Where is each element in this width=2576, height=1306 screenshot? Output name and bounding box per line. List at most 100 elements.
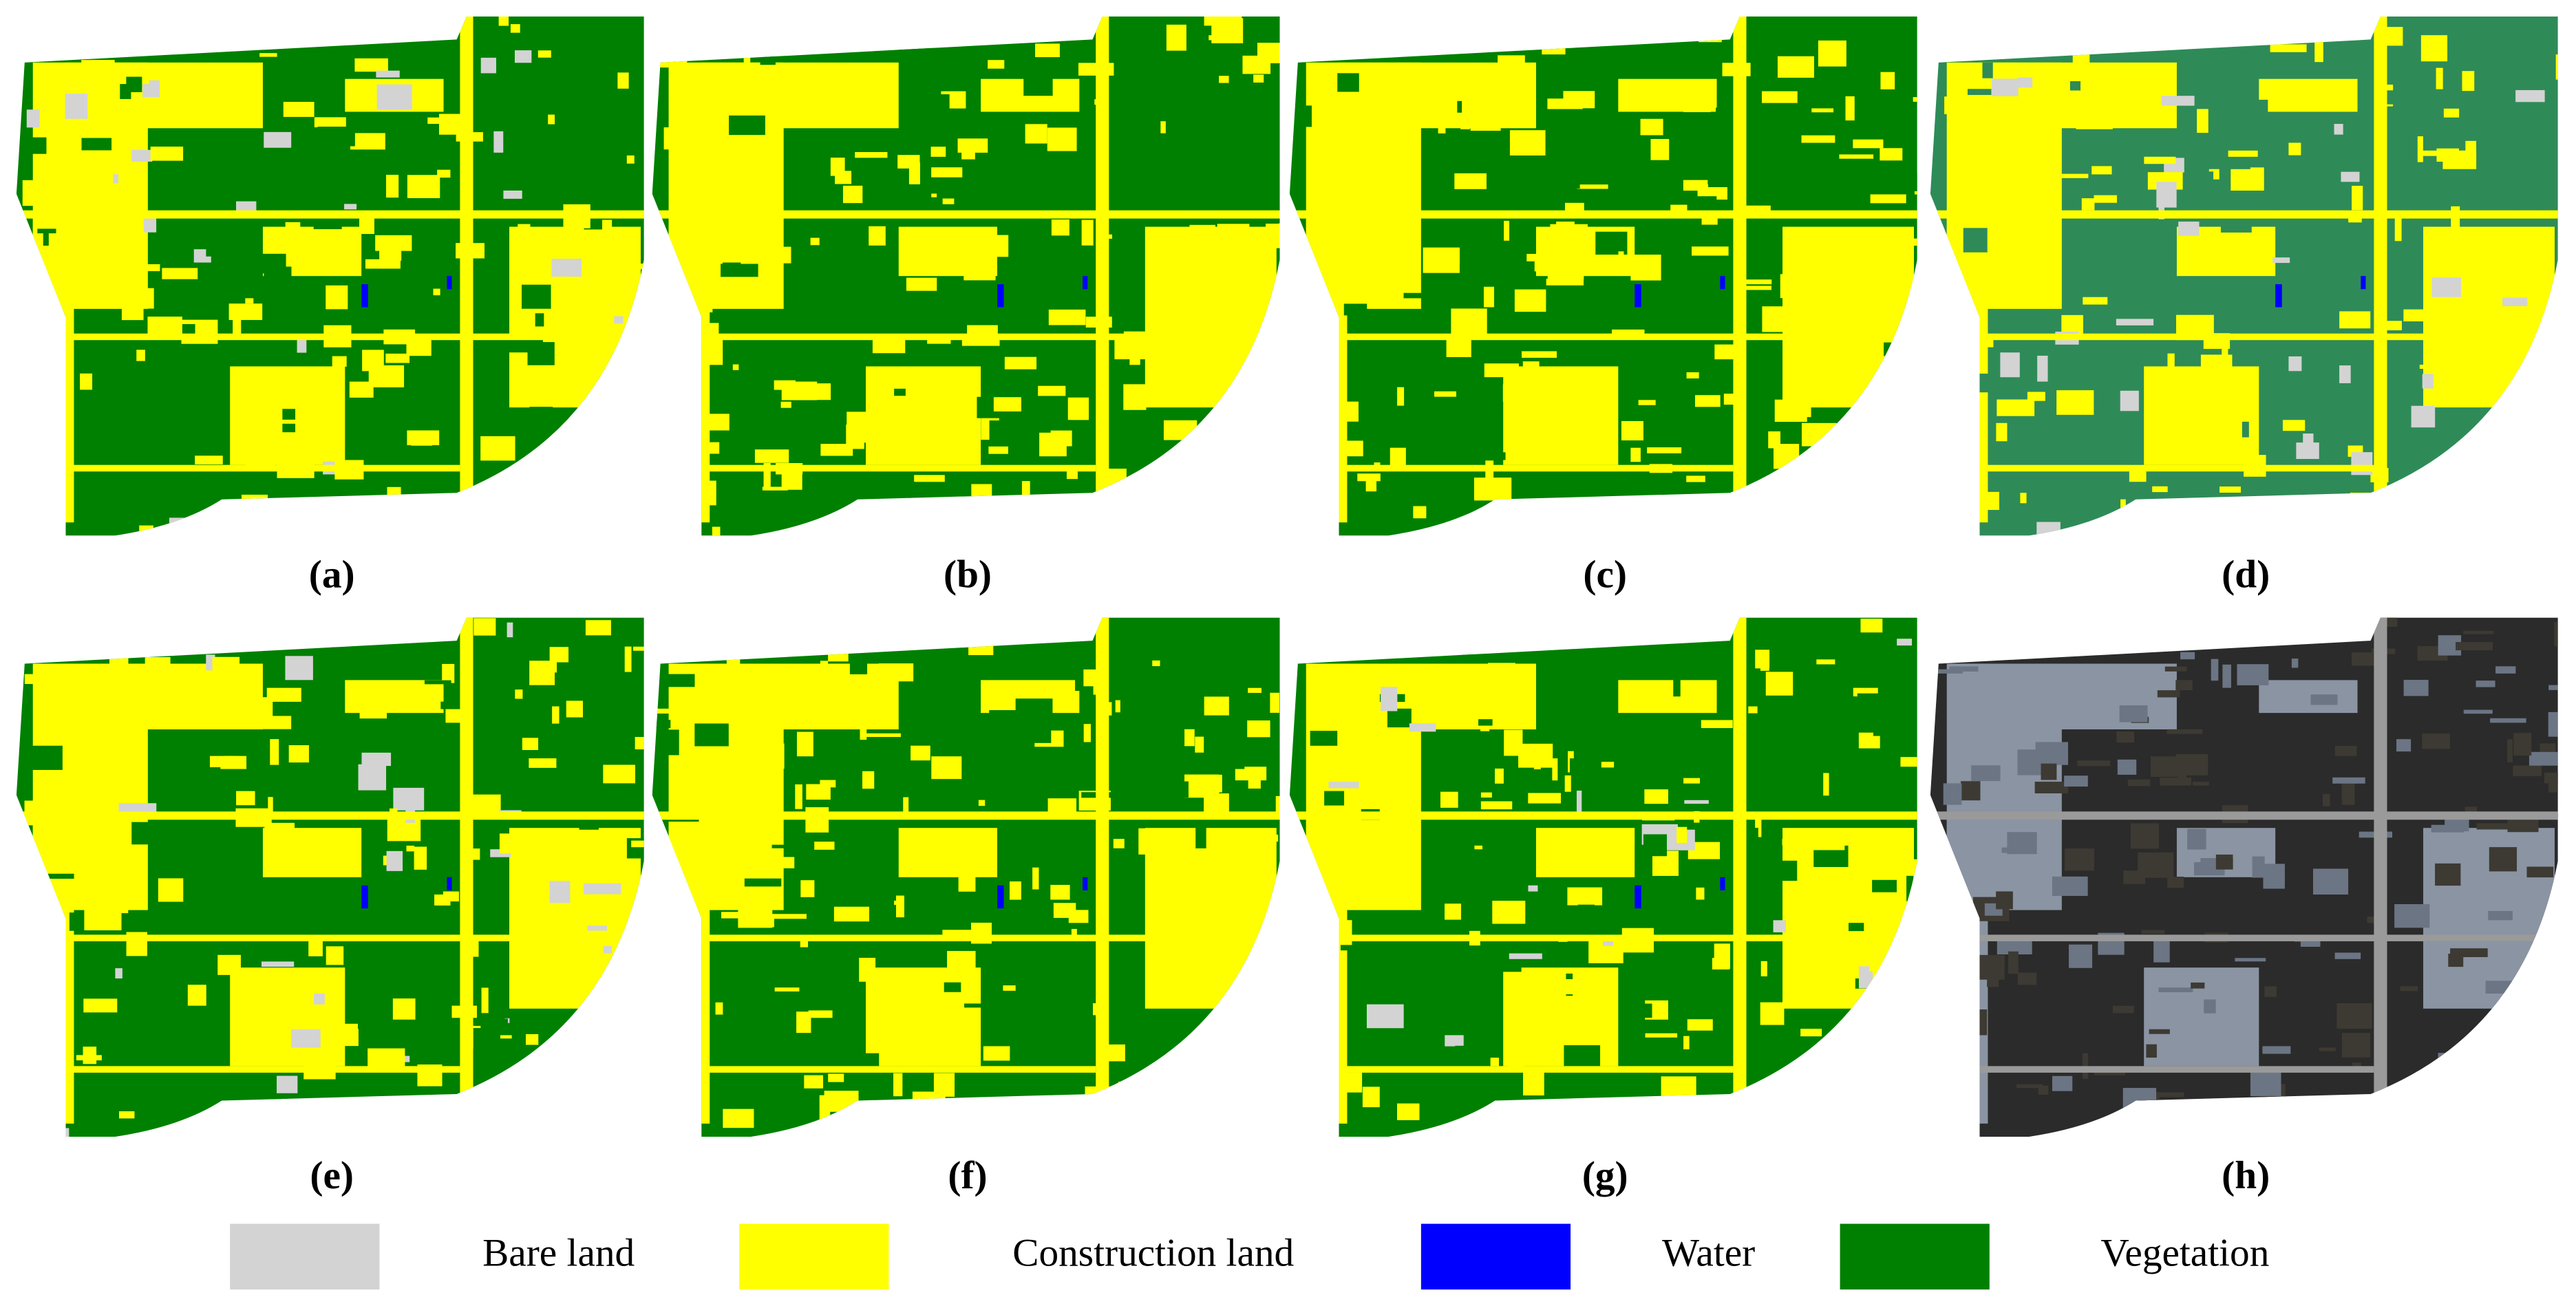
map-patch xyxy=(1301,105,1312,127)
map-patch xyxy=(427,154,465,166)
map-patch xyxy=(1594,762,1615,768)
map-patch xyxy=(1153,103,1169,108)
map-patch xyxy=(842,185,863,204)
map-patch xyxy=(361,752,392,767)
map-patch xyxy=(2502,297,2528,306)
map-patch xyxy=(2323,793,2330,806)
map-patch xyxy=(1686,475,1705,482)
map-patch xyxy=(2094,195,2117,203)
map-patch xyxy=(259,53,277,57)
map-patch xyxy=(1224,753,1245,769)
map-patch xyxy=(1578,1016,1594,1028)
map-patch xyxy=(1067,397,1089,420)
map-patch xyxy=(1618,251,1624,271)
map-patch xyxy=(1939,1102,1976,1125)
map-patch xyxy=(65,94,88,119)
map-patch xyxy=(769,914,807,919)
map-patch xyxy=(2016,634,2043,655)
map-patch xyxy=(931,193,937,197)
map-patch xyxy=(1716,183,1727,200)
map-patch xyxy=(1328,782,1359,789)
map-patch xyxy=(2220,219,2252,233)
map-patch xyxy=(1640,118,1663,136)
map-patch xyxy=(1217,224,1250,242)
map-patch xyxy=(658,269,665,277)
map-patch xyxy=(2498,181,2536,206)
map-patch xyxy=(897,985,933,1002)
map-patch xyxy=(1025,124,1047,144)
map-patch xyxy=(509,828,641,1009)
map-patch xyxy=(1273,1094,1280,1112)
map-patch xyxy=(1694,395,1721,407)
map-patch xyxy=(1683,778,1701,784)
map-patch xyxy=(500,1035,512,1039)
map-patch xyxy=(1961,781,1981,801)
map-patch xyxy=(994,507,1030,517)
map-patch xyxy=(140,41,169,50)
map-patch xyxy=(507,622,513,638)
map-patch xyxy=(1443,249,1460,264)
map-patch xyxy=(1331,440,1363,457)
map-patch xyxy=(1483,286,1494,308)
map-patch xyxy=(726,647,741,665)
map-patch xyxy=(303,370,310,388)
map-patch xyxy=(913,654,927,663)
map-patch xyxy=(1016,21,1032,32)
map-patch xyxy=(358,764,387,791)
map-patch xyxy=(635,736,644,750)
map-patch xyxy=(349,381,374,398)
map-patch xyxy=(2513,733,2532,756)
map-patch xyxy=(2303,433,2314,449)
map-patch xyxy=(964,269,996,281)
map-patch xyxy=(1955,411,1981,431)
map-patch xyxy=(1858,966,1873,989)
map-patch xyxy=(1359,892,1394,904)
map-patch xyxy=(1386,197,1410,204)
map-road xyxy=(1930,464,2374,472)
map-patch xyxy=(217,954,241,975)
map-patch xyxy=(357,1018,365,1029)
map-patch xyxy=(671,1107,681,1129)
map-patch xyxy=(692,94,709,111)
map-patch xyxy=(277,1075,298,1093)
map-patch xyxy=(2104,1122,2123,1136)
map-patch xyxy=(113,174,118,184)
map-patch xyxy=(668,210,710,523)
map-patch xyxy=(2141,930,2165,934)
map-patch xyxy=(2036,522,2061,535)
map-patch xyxy=(2119,705,2148,722)
map-patch xyxy=(2242,414,2249,438)
map-patch xyxy=(1115,700,1120,713)
map-patch xyxy=(1930,901,1943,922)
map-patch xyxy=(2367,917,2376,923)
map-patch xyxy=(1802,703,1831,709)
map-patch xyxy=(1480,801,1513,810)
map-patch xyxy=(1492,900,1526,924)
map-patch xyxy=(2403,309,2434,322)
map-patch xyxy=(2034,782,2069,793)
map-patch xyxy=(1381,129,1409,142)
map-patch xyxy=(1645,1033,1678,1038)
map-patch xyxy=(906,628,925,641)
map-patch xyxy=(331,643,337,666)
map-patch xyxy=(1449,92,1458,114)
map-patch xyxy=(32,210,74,523)
map-patch xyxy=(1390,447,1406,470)
map-patch xyxy=(1986,491,1999,511)
map-patch xyxy=(1179,1136,1194,1137)
map-patch xyxy=(1247,720,1270,738)
map-patch xyxy=(890,1043,909,1057)
map-patch xyxy=(481,987,489,1014)
map-patch xyxy=(641,1133,644,1137)
map-patch xyxy=(1966,1009,1988,1036)
map-patch xyxy=(2158,1092,2184,1098)
map-patch xyxy=(1694,861,1703,876)
map-patch xyxy=(1298,1073,1310,1098)
map-patch xyxy=(855,152,888,158)
map-patch xyxy=(738,907,773,928)
map-water xyxy=(1083,877,1088,890)
map-patch xyxy=(1152,660,1160,667)
map-patch xyxy=(2514,452,2551,478)
map-patch xyxy=(540,156,569,170)
map-patch xyxy=(2307,222,2324,238)
